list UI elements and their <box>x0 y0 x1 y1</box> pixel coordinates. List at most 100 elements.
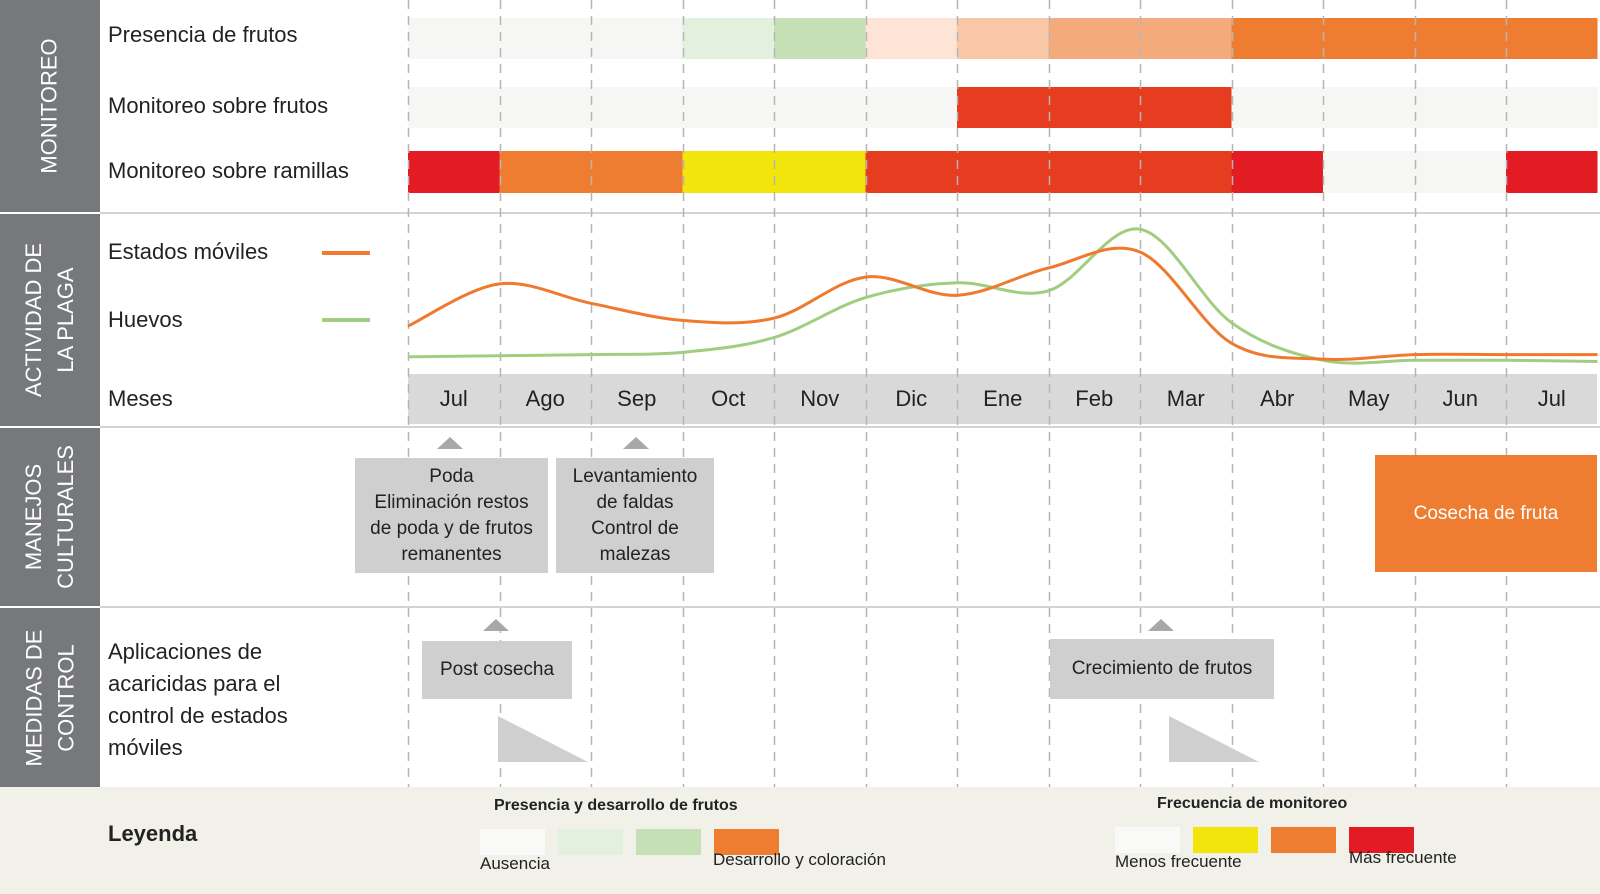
month-dividers <box>407 0 1508 787</box>
legend: Leyenda Presencia y desarrollo de frutos… <box>0 787 1600 894</box>
presencia-swatch-4 <box>714 829 779 855</box>
levantamiento-text: Levantamiento de faldas Control de malez… <box>572 465 698 565</box>
legend-desarrollo: Desarrollo y coloración <box>713 850 886 869</box>
bars-layer <box>408 18 1598 193</box>
bar-monitoreo-frutos-4 <box>682 87 775 128</box>
frecuencia-swatch-2 <box>1193 827 1258 853</box>
bar-monitoreo-ramillas-11 <box>1323 151 1415 193</box>
activity-curves <box>407 227 1598 365</box>
bar-monitoreo-ramillas-1 <box>408 151 500 193</box>
post-cosecha-wedge <box>498 716 588 762</box>
month-label-9: Mar <box>1167 386 1205 411</box>
month-label-2: Ago <box>526 386 565 411</box>
bar-presencia-frutos-11 <box>1323 18 1415 59</box>
bar-monitoreo-frutos-6 <box>865 87 958 128</box>
bar-monitoreo-frutos-5 <box>774 87 866 128</box>
estados-moviles-curve <box>407 246 1598 362</box>
levantamiento-arrow <box>623 437 649 449</box>
row-label-meses: Meses <box>108 386 173 411</box>
crecimiento-box: Crecimiento de frutos <box>1050 639 1274 699</box>
month-label-10: Abr <box>1260 386 1294 411</box>
divider-monitoreo <box>100 212 1600 214</box>
bar-monitoreo-ramillas-7 <box>957 151 1049 193</box>
row-label-monitoreo-frutos: Monitoreo sobre frutos <box>108 93 329 118</box>
crecimiento-wedge <box>1169 716 1259 762</box>
legend-mas: Más frecuente <box>1349 848 1457 867</box>
bar-presencia-frutos-10 <box>1231 18 1324 59</box>
legend-menos: Menos frecuente <box>1115 852 1242 871</box>
bar-monitoreo-ramillas-10 <box>1231 151 1324 193</box>
bar-presencia-frutos-6 <box>865 18 958 59</box>
section-manejos: MANEJOS CULTURALES <box>0 428 100 606</box>
month-label-12: Jun <box>1443 386 1478 411</box>
poda-box: Poda Eliminación restos de poda y de fru… <box>355 458 548 573</box>
month-label-5: Nov <box>800 386 839 411</box>
bar-monitoreo-frutos-12 <box>1414 87 1507 128</box>
poda-text: Poda Eliminación restos de poda y de fru… <box>370 465 533 565</box>
bar-monitoreo-ramillas-3 <box>591 151 683 193</box>
bar-monitoreo-frutos-9 <box>1140 87 1232 128</box>
row-label-estados-moviles: Estados móviles <box>108 239 269 264</box>
bar-presencia-frutos-13 <box>1506 18 1598 59</box>
bar-presencia-frutos-8 <box>1048 18 1141 59</box>
estados-moviles-swatch <box>322 251 370 255</box>
post-cosecha-box: Post cosecha <box>422 641 572 699</box>
bar-monitoreo-frutos-2 <box>499 87 592 128</box>
calendar-grid: Jul Ago Sep Oct Nov Dic Ene Feb Mar Abr May Jun Jul <box>407 0 1598 787</box>
presencia-swatch-3 <box>636 829 701 855</box>
bar-monitoreo-ramillas-8 <box>1048 151 1141 193</box>
row-label-presencia: Presencia de frutos <box>108 22 298 47</box>
bar-monitoreo-ramillas-4 <box>682 151 775 193</box>
month-label-7: Ene <box>983 386 1022 411</box>
huevos-curve <box>407 227 1598 365</box>
legend-ausencia: Ausencia <box>480 854 550 873</box>
section-monitoreo: MONITOREO <box>0 0 100 212</box>
month-label-4: Oct <box>711 386 745 411</box>
row-label-huevos: Huevos <box>108 307 183 332</box>
legend-presencia-title: Presencia y desarrollo de frutos <box>494 797 738 814</box>
section-medidas: MEDIDAS DE CONTROL <box>0 608 100 787</box>
month-label-13: Jul <box>1538 386 1566 411</box>
bar-presencia-frutos-7 <box>957 18 1049 59</box>
legend-frecuencia-title: Frecuencia de monitoreo <box>1157 795 1348 812</box>
crecimiento-text: Crecimiento de frutos <box>1071 658 1253 679</box>
bar-presencia-frutos-3 <box>591 18 683 59</box>
bar-monitoreo-ramillas-2 <box>499 151 592 193</box>
bar-presencia-frutos-4 <box>682 18 775 59</box>
section-actividad: ACTIVIDAD DE LA PLAGA <box>0 214 100 426</box>
bar-monitoreo-frutos-13 <box>1506 87 1598 128</box>
crecimiento-arrow <box>1148 619 1174 631</box>
divider-actividad <box>100 426 1600 428</box>
bar-monitoreo-frutos-7 <box>957 87 1049 128</box>
bar-presencia-frutos-5 <box>774 18 866 59</box>
bar-monitoreo-ramillas-13 <box>1506 151 1598 193</box>
month-label-11: May <box>1348 386 1390 411</box>
frecuencia-swatch-3 <box>1271 827 1336 853</box>
presencia-swatch-1 <box>480 829 545 855</box>
bar-monitoreo-ramillas-12 <box>1414 151 1507 193</box>
months-band <box>408 374 1597 424</box>
bar-monitoreo-ramillas-6 <box>865 151 958 193</box>
month-label-1: Jul <box>440 386 468 411</box>
levantamiento-box: Levantamiento de faldas Control de malez… <box>556 458 714 573</box>
bar-presencia-frutos-12 <box>1414 18 1507 59</box>
month-label-8: Feb <box>1075 386 1113 411</box>
bar-presencia-frutos-1 <box>408 18 500 59</box>
bar-monitoreo-ramillas-9 <box>1140 151 1232 193</box>
bar-monitoreo-frutos-11 <box>1323 87 1415 128</box>
poda-arrow <box>437 437 463 449</box>
bar-monitoreo-frutos-1 <box>408 87 500 128</box>
month-labels: Jul Ago Sep Oct Nov Dic Ene Feb Mar Abr May Jun Jul <box>440 386 1566 411</box>
bar-monitoreo-frutos-8 <box>1048 87 1141 128</box>
frecuencia-swatch-4 <box>1349 827 1414 853</box>
legend-title: Leyenda <box>108 821 198 846</box>
bar-presencia-frutos-9 <box>1140 18 1232 59</box>
bar-monitoreo-frutos-10 <box>1231 87 1324 128</box>
month-label-6: Dic <box>895 386 927 411</box>
row-label-monitoreo-ramillas: Monitoreo sobre ramillas <box>108 158 349 183</box>
row-label-aplicaciones: Aplicaciones de acaricidas para el contr… <box>108 639 288 760</box>
divider-manejos <box>100 606 1600 608</box>
bar-presencia-frutos-2 <box>499 18 592 59</box>
cosecha-text: Cosecha de fruta <box>1413 502 1559 524</box>
post-cosecha-arrow <box>483 619 509 631</box>
